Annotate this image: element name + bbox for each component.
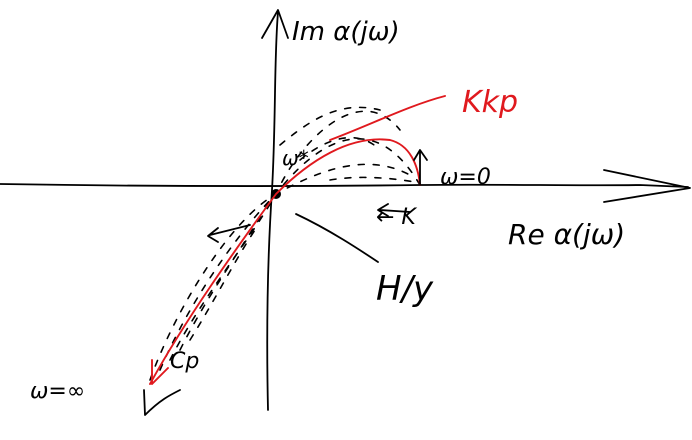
h-pointer-line — [295, 213, 379, 263]
omega-zero-arrow — [413, 149, 428, 186]
k-arrow — [377, 203, 411, 217]
nyquist-locus — [149, 95, 446, 385]
locus-arrowhead — [151, 359, 169, 385]
h-over-y-label: H/y — [376, 269, 434, 309]
k-label: ← K — [376, 205, 417, 230]
imag-axis-label: Im α(jω) — [292, 17, 400, 47]
omega-inf-mark — [143, 389, 181, 416]
annotation-strokes — [143, 149, 428, 416]
imag-axis — [261, 9, 289, 411]
real-axis — [0, 169, 691, 203]
left-arrow — [207, 224, 251, 243]
omega-inf-label: ω=∞ — [30, 379, 85, 404]
omega-zero-label: ω=0 — [440, 165, 491, 190]
imag-axis-arrowhead — [261, 9, 289, 39]
kkp-label: Kkp — [462, 85, 518, 120]
omega-star-label: ω* — [282, 146, 309, 170]
real-axis-label: Re α(jω) — [508, 218, 625, 251]
cp-label: Cp — [170, 349, 199, 374]
real-axis-arrowhead — [603, 169, 691, 203]
